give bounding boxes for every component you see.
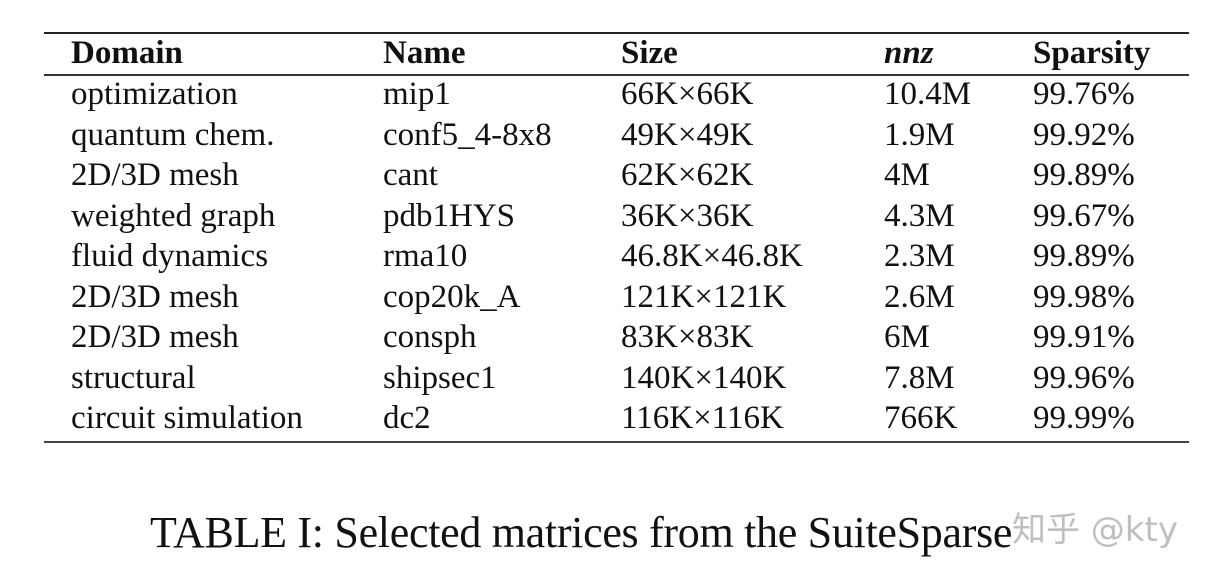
cell-name: cant (383, 157, 438, 193)
header-size: Size (621, 35, 678, 71)
cell-size: 83K×83K (621, 319, 754, 355)
cell-nnz: 2.6M (884, 278, 955, 315)
cell-nnz: 7.8M (884, 359, 955, 396)
cell-size: 66K×66K (621, 76, 754, 112)
cell-name: shipsec1 (383, 359, 497, 396)
table-bottom-rule (44, 441, 1189, 443)
cell-size: 62K×62K (621, 157, 754, 193)
watermark: 知乎 @kty (1012, 510, 1178, 550)
header-nnz: nnz (884, 35, 934, 71)
cell-size: 46.8K×46.8K (621, 238, 803, 274)
table-top-rule (44, 32, 1189, 34)
cell-name: pdb1HYS (383, 197, 516, 234)
cell-sparsity: 99.92% (1033, 116, 1135, 153)
cell-sparsity: 99.99% (1033, 400, 1135, 436)
cell-size: 140K×140K (621, 359, 787, 396)
table-caption: TABLE I: Selected matrices from the Suit… (150, 508, 1013, 557)
cell-domain: fluid dynamics (71, 238, 269, 274)
cell-name: consph (383, 319, 477, 355)
cell-domain: circuit simulation (71, 400, 303, 436)
header-domain: Domain (71, 35, 183, 71)
cell-domain: 2D/3D mesh (71, 319, 239, 355)
cell-domain: optimization (71, 76, 238, 112)
cell-nnz: 4M (884, 157, 930, 193)
cell-size: 36K×36K (621, 197, 754, 234)
table-row: 2D/3D mesh consph 83K×83K 6M 99.91% (44, 317, 1189, 357)
table-header-rule (44, 74, 1189, 76)
cell-size: 121K×121K (621, 278, 787, 315)
cell-domain: structural (71, 359, 196, 396)
cell-nnz: 10.4M (884, 76, 972, 112)
header-name: Name (383, 35, 466, 71)
cell-domain: weighted graph (71, 197, 276, 234)
cell-size: 49K×49K (621, 116, 754, 153)
cell-nnz: 4.3M (884, 197, 955, 234)
cell-sparsity: 99.76% (1033, 76, 1135, 112)
cell-sparsity: 99.89% (1033, 157, 1135, 193)
table-row: 2D/3D mesh cop20k_A 121K×121K 2.6M 99.98… (44, 277, 1189, 317)
cell-name: cop20k_A (383, 278, 521, 315)
cell-nnz: 766K (884, 400, 958, 436)
cell-sparsity: 99.67% (1033, 197, 1135, 234)
cell-sparsity: 99.89% (1033, 238, 1135, 274)
cell-nnz: 2.3M (884, 238, 955, 274)
header-sparsity: Sparsity (1033, 35, 1151, 71)
cell-nnz: 6M (884, 319, 930, 355)
table-row: quantum chem. conf5_4-8x8 49K×49K 1.9M 9… (44, 115, 1189, 155)
cell-name: mip1 (383, 76, 451, 112)
table-row: fluid dynamics rma10 46.8K×46.8K 2.3M 99… (44, 236, 1189, 276)
cell-name: rma10 (383, 238, 468, 274)
cell-domain: 2D/3D mesh (71, 157, 239, 193)
table-row: 2D/3D mesh cant 62K×62K 4M 99.89% (44, 155, 1189, 195)
cell-name: conf5_4-8x8 (383, 116, 552, 153)
table-header-row: Domain Name Size nnz Sparsity (44, 33, 1189, 73)
cell-sparsity: 99.91% (1033, 319, 1135, 355)
cell-size: 116K×116K (621, 400, 784, 436)
table-row: structural shipsec1 140K×140K 7.8M 99.96… (44, 358, 1189, 398)
table-row: circuit simulation dc2 116K×116K 766K 99… (44, 398, 1189, 438)
cell-domain: quantum chem. (71, 116, 275, 153)
cell-nnz: 1.9M (884, 116, 955, 153)
table-row: weighted graph pdb1HYS 36K×36K 4.3M 99.6… (44, 196, 1189, 236)
table-row: optimization mip1 66K×66K 10.4M 99.76% (44, 74, 1189, 114)
cell-sparsity: 99.98% (1033, 278, 1135, 315)
cell-sparsity: 99.96% (1033, 359, 1135, 396)
cell-domain: 2D/3D mesh (71, 278, 239, 315)
cell-name: dc2 (383, 400, 431, 436)
